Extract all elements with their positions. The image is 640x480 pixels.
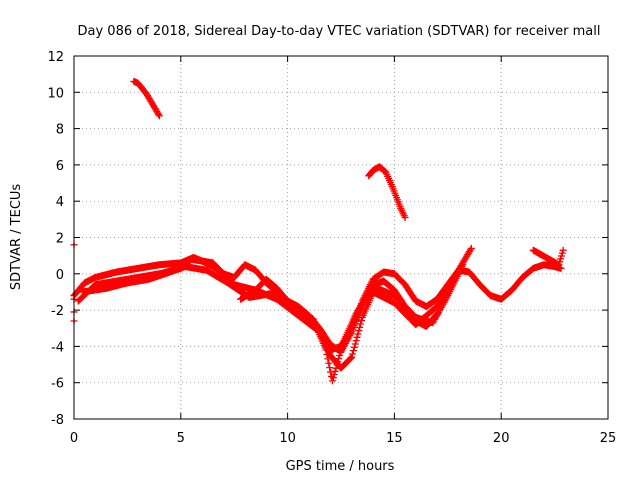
data-point xyxy=(351,340,359,348)
data-point xyxy=(459,261,467,269)
y-axis-label: SDTVAR / TECUs xyxy=(9,184,24,291)
chart-title: Day 086 of 2018, Sidereal Day-to-day VTE… xyxy=(78,24,601,39)
axis-layer: 0 5 10 15 20 25 -8 -6 -4 -2 0 2 4 6 8 10 12 xyxy=(47,50,616,446)
y-tick-label: -4 xyxy=(51,340,64,355)
y-tick-label: 0 xyxy=(56,268,64,283)
data-point xyxy=(356,323,364,331)
y-tick-label: 6 xyxy=(56,159,64,174)
data-point xyxy=(155,110,163,118)
data-point xyxy=(401,214,409,222)
data-point xyxy=(467,244,475,252)
x-tick-label: 5 xyxy=(177,431,185,446)
data-layer xyxy=(70,77,567,385)
data-point xyxy=(354,330,362,338)
data-point xyxy=(330,371,338,379)
data-point xyxy=(347,354,355,362)
y-tick-label: 2 xyxy=(56,232,64,247)
x-tick-label: 10 xyxy=(279,431,296,446)
series-arc-5 xyxy=(130,77,163,120)
data-point xyxy=(332,364,340,372)
data-point xyxy=(559,246,567,254)
y-tick-label: -6 xyxy=(51,377,64,392)
data-point xyxy=(432,311,440,319)
data-point xyxy=(349,350,357,358)
data-point xyxy=(322,346,330,354)
y-tick-label: 12 xyxy=(47,50,64,65)
data-point xyxy=(350,343,358,351)
series-arc-4 xyxy=(237,275,441,356)
y-tick-label: -2 xyxy=(51,304,64,319)
y-tick-label: 4 xyxy=(56,195,64,210)
x-axis-label: GPS time / hours xyxy=(286,459,395,474)
data-point xyxy=(327,368,335,376)
data-point xyxy=(348,353,356,361)
data-point xyxy=(349,347,357,355)
x-tick-label: 0 xyxy=(70,431,78,446)
y-tick-label: -8 xyxy=(51,413,64,428)
data-point xyxy=(323,350,331,358)
grid-layer xyxy=(74,56,608,419)
y-tick-label: 10 xyxy=(47,86,64,101)
data-point xyxy=(355,327,363,335)
series-arc-7 xyxy=(529,246,567,269)
data-point xyxy=(155,112,163,120)
data-point xyxy=(324,355,332,363)
data-point xyxy=(326,364,334,372)
series-arc-6 xyxy=(365,163,409,222)
data-point xyxy=(353,333,361,341)
data-point xyxy=(328,377,336,385)
x-tick-label: 20 xyxy=(493,431,510,446)
y-tick-label: 8 xyxy=(56,123,64,138)
data-point xyxy=(325,359,333,367)
data-point xyxy=(352,337,360,345)
data-point xyxy=(333,361,341,369)
data-point xyxy=(331,367,339,375)
data-point xyxy=(433,310,441,318)
data-point xyxy=(466,246,474,254)
data-point xyxy=(334,358,342,366)
data-point xyxy=(557,264,565,272)
data-point xyxy=(329,374,337,382)
data-point xyxy=(335,355,343,363)
data-point xyxy=(347,330,355,338)
x-tick-label: 25 xyxy=(600,431,617,446)
x-tick-label: 15 xyxy=(386,431,403,446)
